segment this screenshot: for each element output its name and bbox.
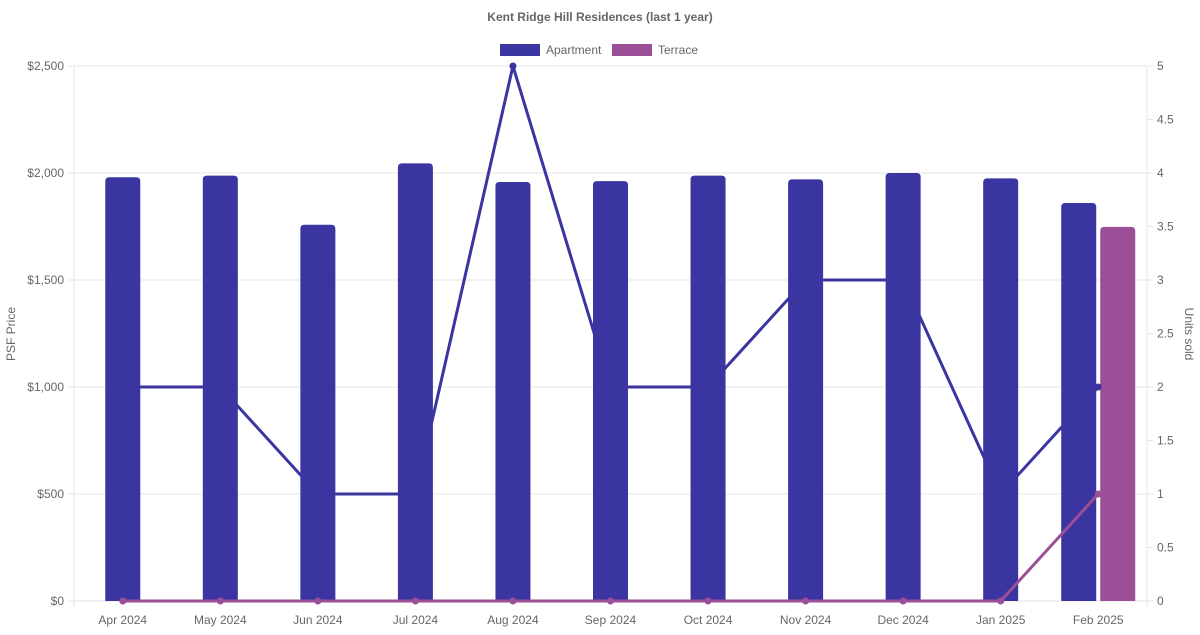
chart-title: Kent Ridge Hill Residences (last 1 year) [487, 10, 712, 24]
y2-tick-label: 1 [1157, 487, 1164, 501]
y2-tick-label: 3.5 [1157, 220, 1174, 234]
legend-swatch-apartment [500, 44, 540, 56]
point-apartment-jan-2025[interactable] [997, 490, 1005, 498]
x-tick-label-feb-2025: Feb 2025 [1073, 613, 1124, 627]
legend: Apartment Terrace [500, 43, 698, 57]
lines [119, 62, 1102, 605]
bar-terrace-feb-2025[interactable] [1100, 226, 1136, 602]
x-tick-label-nov-2024: Nov 2024 [780, 613, 832, 627]
legend-item-terrace[interactable]: Terrace [612, 43, 698, 57]
x-tick-label-dec-2024: Dec 2024 [877, 613, 929, 627]
y2-tick-label: 0.5 [1157, 541, 1174, 555]
point-terrace-apr-2024[interactable] [119, 597, 127, 605]
point-apartment-jul-2024[interactable] [411, 490, 419, 498]
y2-tick-label: 4 [1157, 166, 1164, 180]
x-tick-label-jan-2025: Jan 2025 [976, 613, 1026, 627]
point-terrace-feb-2025[interactable] [1094, 490, 1102, 498]
y-tick-label: $2,000 [27, 166, 64, 180]
y2-tick-label: 5 [1157, 59, 1164, 73]
point-terrace-sep-2024[interactable] [607, 597, 614, 605]
point-apartment-apr-2024[interactable] [119, 383, 127, 391]
point-apartment-feb-2025[interactable] [1094, 383, 1102, 391]
x-tick-label-apr-2024: Apr 2024 [98, 613, 147, 627]
y2-tick-label: 2.5 [1157, 327, 1174, 341]
point-apartment-aug-2024[interactable] [509, 62, 517, 70]
x-tick-label-may-2024: May 2024 [194, 613, 247, 627]
point-apartment-oct-2024[interactable] [704, 383, 712, 391]
y-tick-label: $2,500 [27, 59, 64, 73]
point-apartment-jun-2024[interactable] [314, 490, 322, 498]
y-tick-label: $500 [37, 487, 64, 501]
x-tick-label-sep-2024: Sep 2024 [585, 613, 637, 627]
y2-axis-label: Units sold [1182, 308, 1196, 361]
point-apartment-nov-2024[interactable] [802, 276, 810, 284]
legend-label-apartment: Apartment [546, 43, 602, 57]
point-terrace-may-2024[interactable] [216, 597, 224, 605]
x-axis-ticks: Apr 2024 May 2024 Jun 2024 Jul 2024 Aug 2024… [98, 613, 1123, 627]
y2-tick-label: 2 [1157, 380, 1164, 394]
point-terrace-oct-2024[interactable] [704, 597, 712, 605]
legend-label-terrace: Terrace [658, 43, 698, 57]
y2-tick-label: 4.5 [1157, 113, 1174, 127]
point-terrace-aug-2024[interactable] [509, 597, 517, 605]
point-terrace-jan-2025[interactable] [997, 597, 1005, 605]
point-terrace-nov-2024[interactable] [802, 597, 810, 605]
y2-tick-label: 1.5 [1157, 434, 1174, 448]
legend-swatch-terrace [612, 44, 652, 56]
point-terrace-jul-2024[interactable] [411, 597, 419, 605]
y2-axis-ticks: 0 0.5 1 1.5 2 2.5 3 3.5 4 4.5 5 [1147, 59, 1174, 608]
bar-apartment-nov-2024[interactable] [788, 179, 824, 602]
x-tick-label-oct-2024: Oct 2024 [684, 613, 733, 627]
y2-tick-label: 0 [1157, 594, 1164, 608]
bar-apartment-jul-2024[interactable] [397, 163, 433, 601]
bar-apartment-aug-2024[interactable] [495, 181, 531, 601]
y-axis-ticks: $0 $500 $1,000 $1,500 $2,000 $2,500 [27, 59, 74, 608]
bar-apartment-sep-2024[interactable] [593, 181, 628, 601]
point-apartment-may-2024[interactable] [216, 383, 224, 391]
x-tick-label-jun-2024: Jun 2024 [293, 613, 343, 627]
bar-apartment-jan-2025[interactable] [983, 178, 1019, 601]
y-tick-label: $1,000 [27, 380, 64, 394]
y-axis-label: PSF Price [4, 307, 18, 361]
bars [105, 163, 1136, 602]
bar-apartment-feb-2025[interactable] [1061, 202, 1097, 601]
x-tick-label-aug-2024: Aug 2024 [487, 613, 539, 627]
point-apartment-dec-2024[interactable] [899, 276, 907, 284]
point-apartment-sep-2024[interactable] [607, 383, 614, 391]
bar-apartment-jun-2024[interactable] [300, 224, 336, 601]
point-terrace-dec-2024[interactable] [899, 597, 907, 605]
y-tick-label: $0 [51, 594, 65, 608]
bar-apartment-dec-2024[interactable] [885, 173, 921, 601]
y-tick-label: $1,500 [27, 273, 64, 287]
point-terrace-jun-2024[interactable] [314, 597, 322, 605]
y2-tick-label: 3 [1157, 273, 1164, 287]
legend-item-apartment[interactable]: Apartment [500, 43, 602, 57]
x-tick-label-jul-2024: Jul 2024 [393, 613, 439, 627]
